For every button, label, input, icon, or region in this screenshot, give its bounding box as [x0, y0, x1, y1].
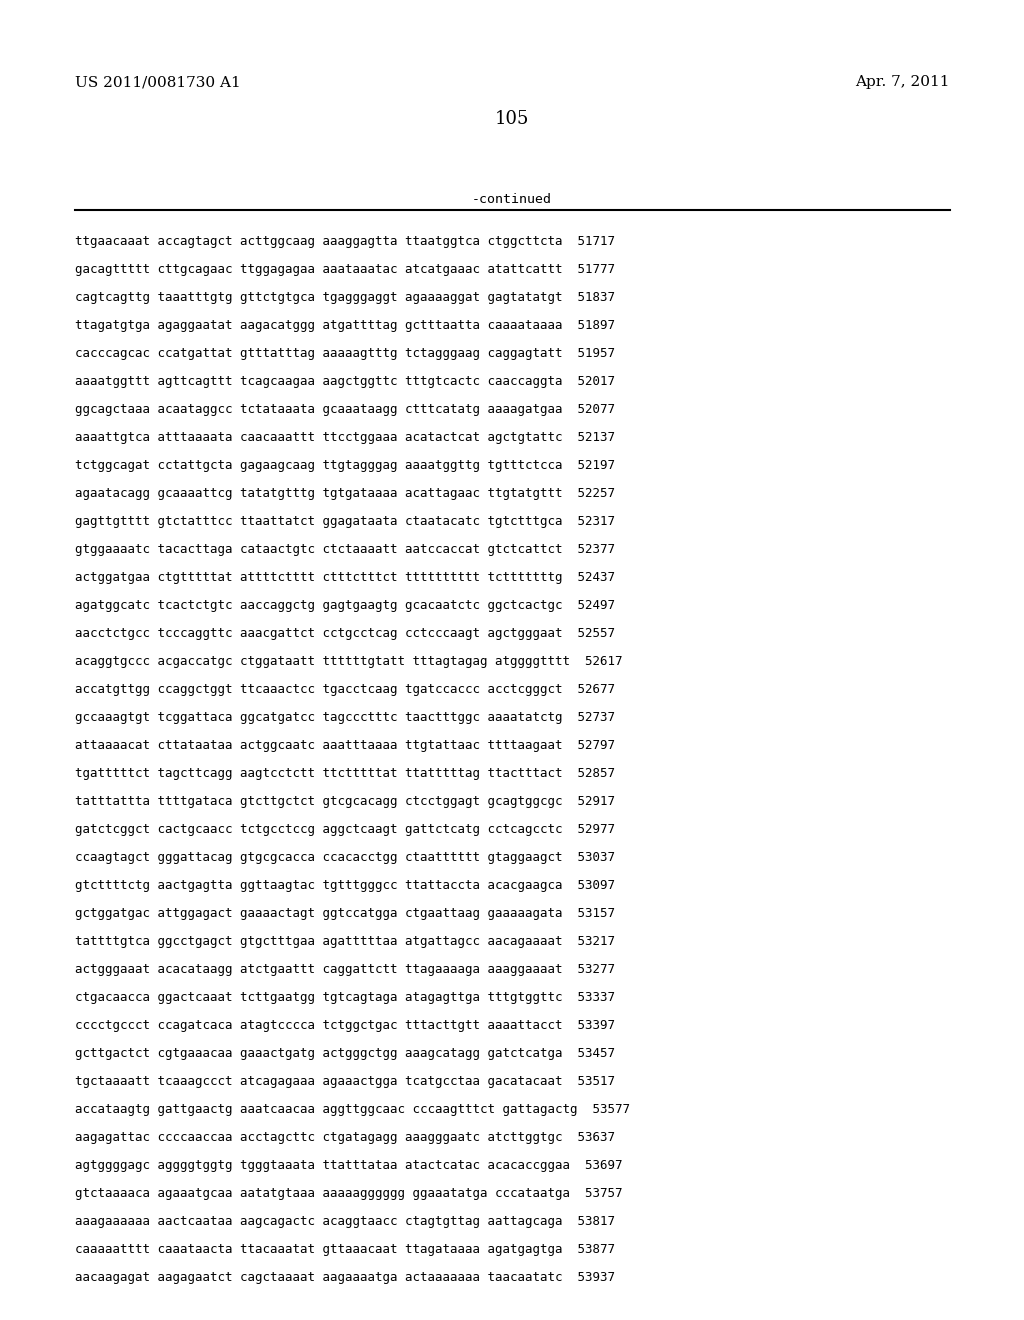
- Text: tgatttttct tagcttcagg aagtcctctt ttctttttat ttatttttag ttactttact  52857: tgatttttct tagcttcagg aagtcctctt ttctttt…: [75, 767, 615, 780]
- Text: gctggatgac attggagact gaaaactagt ggtccatgga ctgaattaag gaaaaagata  53157: gctggatgac attggagact gaaaactagt ggtccat…: [75, 907, 615, 920]
- Text: gccaaagtgt tcggattaca ggcatgatcc tagccctttc taactttggc aaaatatctg  52737: gccaaagtgt tcggattaca ggcatgatcc tagccct…: [75, 711, 615, 723]
- Text: gtctaaaaca agaaatgcaa aatatgtaaa aaaaagggggg ggaaatatga cccataatga  53757: gtctaaaaca agaaatgcaa aatatgtaaa aaaaagg…: [75, 1187, 623, 1200]
- Text: US 2011/0081730 A1: US 2011/0081730 A1: [75, 75, 241, 88]
- Text: aagagattac ccccaaccaa acctagcttc ctgatagagg aaagggaatc atcttggtgc  53637: aagagattac ccccaaccaa acctagcttc ctgatag…: [75, 1131, 615, 1144]
- Text: gacagttttt cttgcagaac ttggagagaa aaataaatac atcatgaaac atattcattt  51777: gacagttttt cttgcagaac ttggagagaa aaataaa…: [75, 263, 615, 276]
- Text: 105: 105: [495, 110, 529, 128]
- Text: gagttgtttt gtctatttcc ttaattatct ggagataata ctaatacatc tgtctttgca  52317: gagttgtttt gtctatttcc ttaattatct ggagata…: [75, 515, 615, 528]
- Text: tattttgtca ggcctgagct gtgctttgaa agatttttaa atgattagcc aacagaaaat  53217: tattttgtca ggcctgagct gtgctttgaa agatttt…: [75, 935, 615, 948]
- Text: Apr. 7, 2011: Apr. 7, 2011: [855, 75, 950, 88]
- Text: gtggaaaatc tacacttaga cataactgtc ctctaaaatt aatccaccat gtctcattct  52377: gtggaaaatc tacacttaga cataactgtc ctctaaa…: [75, 543, 615, 556]
- Text: aaaatggttt agttcagttt tcagcaagaa aagctggttc tttgtcactc caaccaggta  52017: aaaatggttt agttcagttt tcagcaagaa aagctgg…: [75, 375, 615, 388]
- Text: gtcttttctg aactgagtta ggttaagtac tgtttgggcc ttattaccta acacgaagca  53097: gtcttttctg aactgagtta ggttaagtac tgtttgg…: [75, 879, 615, 892]
- Text: attaaaacat cttataataa actggcaatc aaatttaaaa ttgtattaac ttttaagaat  52797: attaaaacat cttataataa actggcaatc aaattta…: [75, 739, 615, 752]
- Text: cacccagcac ccatgattat gtttatttag aaaaagtttg tctagggaag caggagtatt  51957: cacccagcac ccatgattat gtttatttag aaaaagt…: [75, 347, 615, 360]
- Text: agatggcatc tcactctgtc aaccaggctg gagtgaagtg gcacaatctc ggctcactgc  52497: agatggcatc tcactctgtc aaccaggctg gagtgaa…: [75, 599, 615, 612]
- Text: aacaagagat aagagaatct cagctaaaat aagaaaatga actaaaaaaa taacaatatc  53937: aacaagagat aagagaatct cagctaaaat aagaaaa…: [75, 1271, 615, 1284]
- Text: accatgttgg ccaggctggt ttcaaactcc tgacctcaag tgatccaccc acctcgggct  52677: accatgttgg ccaggctggt ttcaaactcc tgacctc…: [75, 682, 615, 696]
- Text: aaagaaaaaa aactcaataa aagcagactc acaggtaacc ctagtgttag aattagcaga  53817: aaagaaaaaa aactcaataa aagcagactc acaggta…: [75, 1214, 615, 1228]
- Text: ttagatgtga agaggaatat aagacatggg atgattttag gctttaatta caaaataaaa  51897: ttagatgtga agaggaatat aagacatggg atgattt…: [75, 319, 615, 333]
- Text: cagtcagttg taaatttgtg gttctgtgca tgagggaggt agaaaaggat gagtatatgt  51837: cagtcagttg taaatttgtg gttctgtgca tgaggga…: [75, 290, 615, 304]
- Text: gcttgactct cgtgaaacaa gaaactgatg actgggctgg aaagcatagg gatctcatga  53457: gcttgactct cgtgaaacaa gaaactgatg actgggc…: [75, 1047, 615, 1060]
- Text: -continued: -continued: [472, 193, 552, 206]
- Text: ttgaacaaat accagtagct acttggcaag aaaggagtta ttaatggtca ctggcttcta  51717: ttgaacaaat accagtagct acttggcaag aaaggag…: [75, 235, 615, 248]
- Text: tctggcagat cctattgcta gagaagcaag ttgtagggag aaaatggttg tgtttctcca  52197: tctggcagat cctattgcta gagaagcaag ttgtagg…: [75, 459, 615, 473]
- Text: aaaattgtca atttaaaata caacaaattt ttcctggaaa acatactcat agctgtattc  52137: aaaattgtca atttaaaata caacaaattt ttcctgg…: [75, 432, 615, 444]
- Text: ccaagtagct gggattacag gtgcgcacca ccacacctgg ctaatttttt gtaggaagct  53037: ccaagtagct gggattacag gtgcgcacca ccacacc…: [75, 851, 615, 865]
- Text: ctgacaacca ggactcaaat tcttgaatgg tgtcagtaga atagagttga tttgtggttc  53337: ctgacaacca ggactcaaat tcttgaatgg tgtcagt…: [75, 991, 615, 1005]
- Text: agaatacagg gcaaaattcg tatatgtttg tgtgataaaa acattagaac ttgtatgttt  52257: agaatacagg gcaaaattcg tatatgtttg tgtgata…: [75, 487, 615, 500]
- Text: acaggtgccc acgaccatgc ctggataatt ttttttgtatt tttagtagag atggggtttt  52617: acaggtgccc acgaccatgc ctggataatt ttttttg…: [75, 655, 623, 668]
- Text: tatttattta ttttgataca gtcttgctct gtcgcacagg ctcctggagt gcagtggcgc  52917: tatttattta ttttgataca gtcttgctct gtcgcac…: [75, 795, 615, 808]
- Text: agtggggagc aggggtggtg tgggtaaata ttatttataa atactcatac acacaccggaa  53697: agtggggagc aggggtggtg tgggtaaata ttattta…: [75, 1159, 623, 1172]
- Text: aacctctgcc tcccaggttc aaacgattct cctgcctcag cctcccaagt agctgggaat  52557: aacctctgcc tcccaggttc aaacgattct cctgcct…: [75, 627, 615, 640]
- Text: actggatgaa ctgtttttat attttctttt ctttctttct tttttttttt tctttttttg  52437: actggatgaa ctgtttttat attttctttt ctttctt…: [75, 572, 615, 583]
- Text: caaaaatttt caaataacta ttacaaatat gttaaacaat ttagataaaa agatgagtga  53877: caaaaatttt caaataacta ttacaaatat gttaaac…: [75, 1243, 615, 1257]
- Text: accataagtg gattgaactg aaatcaacaa aggttggcaac cccaagtttct gattagactg  53577: accataagtg gattgaactg aaatcaacaa aggttgg…: [75, 1104, 630, 1115]
- Text: cccctgccct ccagatcaca atagtcccca tctggctgac tttacttgtt aaaattacct  53397: cccctgccct ccagatcaca atagtcccca tctggct…: [75, 1019, 615, 1032]
- Text: actgggaaat acacataagg atctgaattt caggattctt ttagaaaaga aaaggaaaat  53277: actgggaaat acacataagg atctgaattt caggatt…: [75, 964, 615, 975]
- Text: ggcagctaaa acaataggcc tctataaata gcaaataagg ctttcatatg aaaagatgaa  52077: ggcagctaaa acaataggcc tctataaata gcaaata…: [75, 403, 615, 416]
- Text: tgctaaaatt tcaaagccct atcagagaaa agaaactgga tcatgcctaa gacatacaat  53517: tgctaaaatt tcaaagccct atcagagaaa agaaact…: [75, 1074, 615, 1088]
- Text: gatctcggct cactgcaacc tctgcctccg aggctcaagt gattctcatg cctcagcctc  52977: gatctcggct cactgcaacc tctgcctccg aggctca…: [75, 822, 615, 836]
